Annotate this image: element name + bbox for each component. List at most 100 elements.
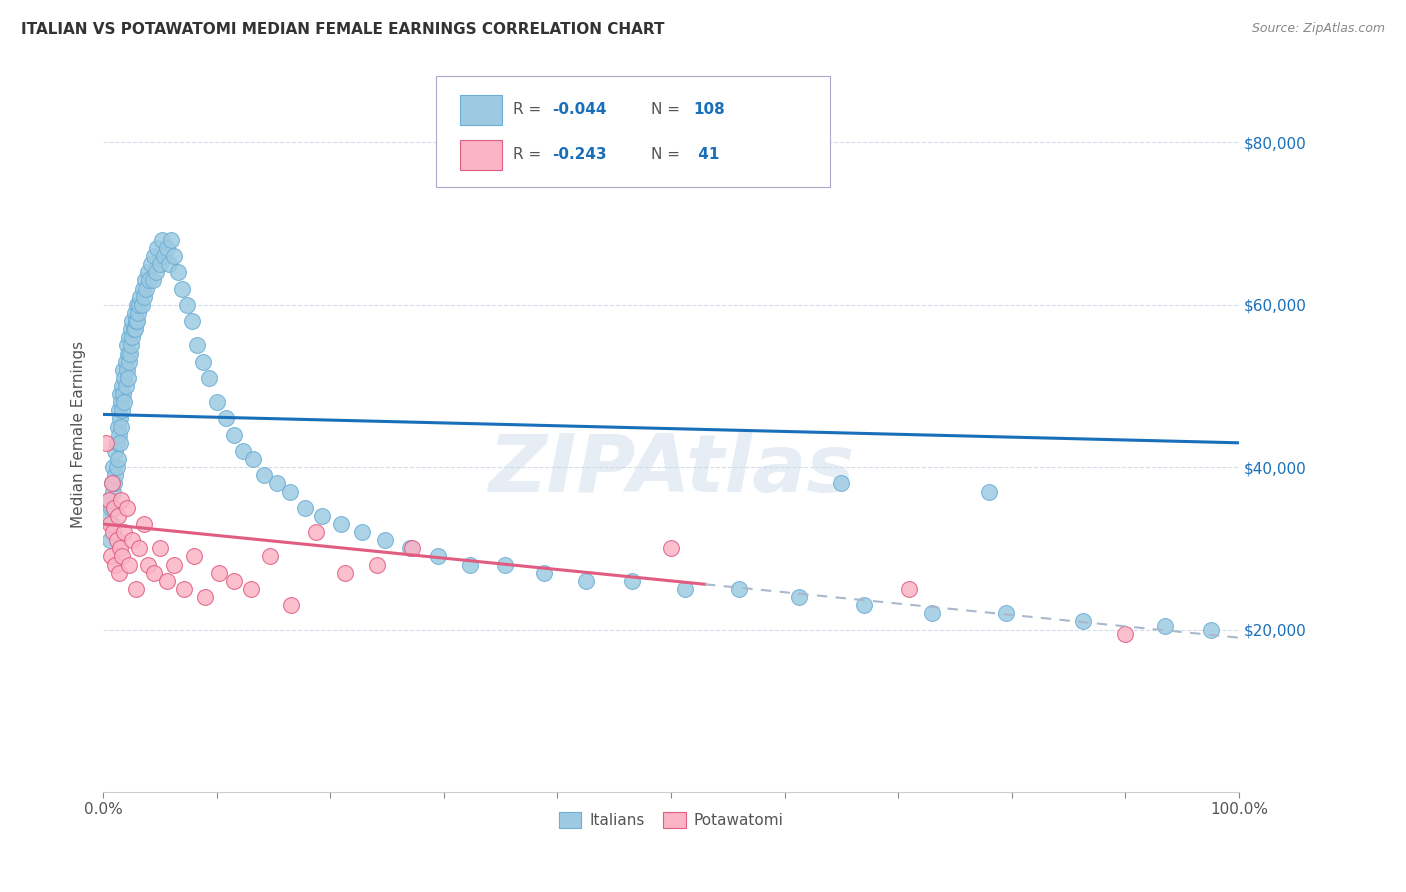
Point — [111, 379, 134, 393]
Point — [659, 541, 682, 556]
Point — [131, 298, 153, 312]
Point — [107, 419, 129, 434]
Point — [114, 371, 136, 385]
Point — [401, 541, 423, 556]
Point — [333, 566, 356, 580]
Point — [294, 500, 316, 515]
Point — [120, 322, 142, 336]
Point — [117, 371, 139, 385]
Point — [111, 403, 134, 417]
Point — [135, 281, 157, 295]
Point — [853, 598, 876, 612]
Point — [311, 508, 333, 523]
Point — [118, 354, 141, 368]
Point — [138, 558, 160, 572]
Point — [242, 452, 264, 467]
Point — [115, 363, 138, 377]
Point — [153, 249, 176, 263]
Point — [129, 290, 152, 304]
Point — [280, 484, 302, 499]
Point — [146, 241, 169, 255]
Point — [575, 574, 598, 588]
Point — [132, 516, 155, 531]
Point — [266, 476, 288, 491]
Point — [96, 508, 118, 523]
Point — [398, 541, 420, 556]
Point — [107, 508, 129, 523]
Text: ITALIAN VS POTAWATOMI MEDIAN FEMALE EARNINGS CORRELATION CHART: ITALIAN VS POTAWATOMI MEDIAN FEMALE EARN… — [21, 22, 665, 37]
Point — [125, 314, 148, 328]
Point — [115, 338, 138, 352]
Point — [131, 281, 153, 295]
Point — [121, 314, 143, 328]
Point — [150, 233, 173, 247]
Text: 108: 108 — [693, 102, 725, 117]
Point — [110, 395, 132, 409]
Point — [350, 525, 373, 540]
Point — [194, 590, 217, 604]
Point — [173, 582, 195, 596]
Point — [108, 541, 131, 556]
Point — [155, 574, 177, 588]
Text: ZIPAtlas: ZIPAtlas — [488, 432, 853, 509]
Point — [120, 338, 142, 352]
Point — [205, 395, 228, 409]
Legend: Italians, Potawatomi: Italians, Potawatomi — [553, 805, 789, 834]
Point — [134, 273, 156, 287]
Point — [1199, 623, 1222, 637]
Point — [728, 582, 751, 596]
Point — [122, 322, 145, 336]
Point — [103, 476, 125, 491]
Point — [921, 607, 943, 621]
Point — [128, 298, 150, 312]
Point — [183, 549, 205, 564]
Point — [160, 233, 183, 247]
Point — [898, 582, 921, 596]
Point — [103, 500, 125, 515]
Point — [121, 330, 143, 344]
Point — [124, 322, 146, 336]
Point — [172, 281, 194, 295]
Point — [157, 257, 180, 271]
Point — [197, 371, 219, 385]
Point — [98, 516, 121, 531]
Point — [108, 435, 131, 450]
Point — [112, 387, 135, 401]
Point — [143, 566, 166, 580]
Point — [101, 476, 124, 491]
Point — [114, 395, 136, 409]
Point — [374, 533, 396, 548]
Point — [533, 566, 555, 580]
Point — [124, 306, 146, 320]
Text: -0.044: -0.044 — [553, 102, 607, 117]
Point — [118, 330, 141, 344]
Point — [132, 290, 155, 304]
Point — [142, 273, 165, 287]
Point — [112, 363, 135, 377]
Point — [149, 257, 172, 271]
Point — [621, 574, 644, 588]
Point — [100, 549, 122, 564]
Point — [110, 492, 132, 507]
Text: R =: R = — [513, 102, 547, 117]
Point — [104, 444, 127, 458]
Point — [494, 558, 516, 572]
Point — [118, 558, 141, 572]
Point — [222, 427, 245, 442]
Point — [180, 314, 202, 328]
Point — [101, 476, 124, 491]
Point — [115, 500, 138, 515]
Point — [97, 492, 120, 507]
Point — [138, 265, 160, 279]
Point — [114, 379, 136, 393]
Point — [108, 411, 131, 425]
Point — [101, 525, 124, 540]
Point — [101, 484, 124, 499]
Point — [107, 452, 129, 467]
Text: Source: ZipAtlas.com: Source: ZipAtlas.com — [1251, 22, 1385, 36]
Point — [101, 516, 124, 531]
Point — [100, 500, 122, 515]
Point — [232, 444, 254, 458]
Point — [1114, 626, 1136, 640]
Point — [149, 541, 172, 556]
